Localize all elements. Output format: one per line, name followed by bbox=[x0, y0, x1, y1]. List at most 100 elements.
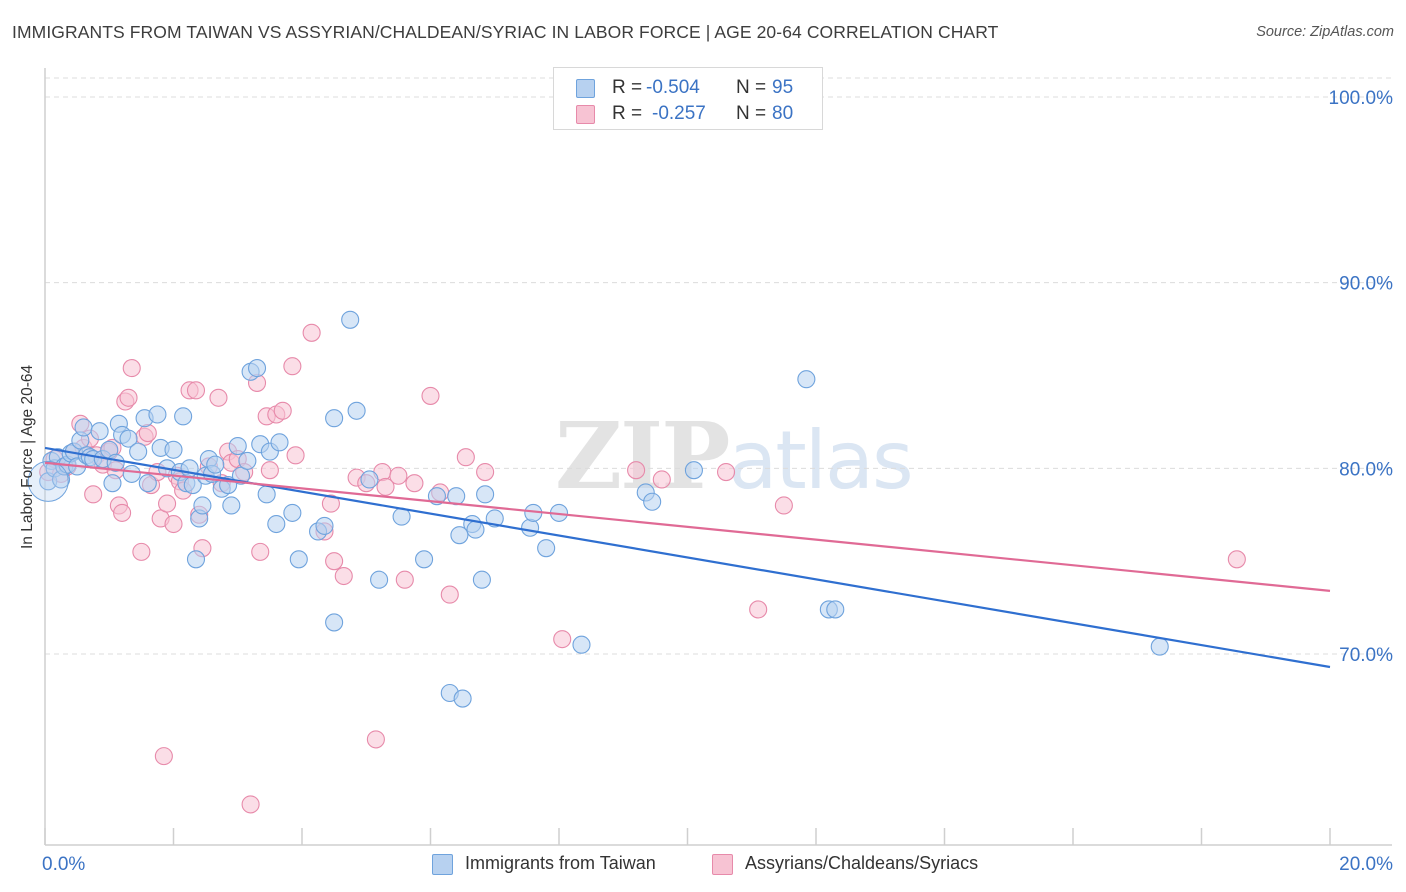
point-taiwan bbox=[148, 405, 167, 424]
point-taiwan bbox=[572, 635, 591, 654]
point-taiwan bbox=[289, 550, 308, 569]
point-assyrian bbox=[119, 388, 138, 407]
point-taiwan bbox=[122, 464, 141, 483]
point-assyrian bbox=[376, 477, 395, 496]
point-assyrian bbox=[241, 795, 260, 814]
legend-label-assyrian: Assyrians/Chaldeans/Syriacs bbox=[745, 853, 979, 873]
point-assyrian bbox=[286, 446, 305, 465]
point-assyrian bbox=[84, 485, 103, 504]
point-assyrian bbox=[283, 357, 302, 376]
point-assyrian bbox=[405, 474, 424, 493]
series-taiwan-points bbox=[27, 310, 1169, 708]
point-assyrian bbox=[553, 630, 572, 649]
trend-line-taiwan bbox=[44, 446, 1331, 669]
point-assyrian bbox=[421, 386, 440, 405]
point-taiwan bbox=[341, 310, 360, 329]
point-taiwan bbox=[238, 451, 257, 470]
point-assyrian bbox=[456, 448, 475, 467]
y-tick-label: 100.0% bbox=[1329, 88, 1394, 109]
point-taiwan bbox=[325, 613, 344, 632]
point-taiwan bbox=[270, 433, 289, 452]
point-taiwan bbox=[643, 492, 662, 511]
point-taiwan bbox=[485, 509, 504, 528]
point-taiwan bbox=[257, 485, 276, 504]
point-taiwan bbox=[797, 370, 816, 389]
point-assyrian bbox=[164, 514, 183, 534]
point-assyrian bbox=[389, 466, 408, 485]
point-assyrian bbox=[366, 730, 385, 749]
point-assyrian bbox=[260, 461, 279, 480]
point-taiwan bbox=[684, 461, 703, 480]
point-assyrian bbox=[652, 470, 671, 489]
legend-r-value-taiwan: -0.504 bbox=[646, 77, 700, 98]
point-taiwan bbox=[415, 550, 434, 569]
point-assyrian bbox=[440, 585, 459, 604]
point-assyrian bbox=[186, 381, 206, 400]
point-assyrian bbox=[627, 461, 646, 480]
point-taiwan bbox=[193, 496, 212, 515]
point-taiwan bbox=[228, 437, 247, 456]
legend-swatch-taiwan bbox=[576, 79, 595, 98]
point-taiwan bbox=[521, 518, 540, 537]
trend-lines bbox=[44, 446, 1331, 669]
legend-r-value-assyrian: -0.257 bbox=[652, 103, 706, 124]
point-assyrian bbox=[154, 747, 173, 766]
trend-line-assyrian bbox=[44, 461, 1331, 592]
point-taiwan bbox=[360, 470, 379, 489]
point-assyrian bbox=[325, 552, 344, 571]
point-assyrian bbox=[132, 542, 151, 561]
point-taiwan bbox=[450, 526, 469, 545]
y-tick-label: 90.0% bbox=[1339, 274, 1393, 295]
legend-r-label: R = bbox=[612, 103, 643, 124]
point-taiwan bbox=[206, 455, 225, 474]
point-taiwan bbox=[186, 550, 206, 569]
point-taiwan bbox=[247, 359, 267, 378]
point-taiwan bbox=[138, 474, 157, 493]
legend-label-taiwan: Immigrants from Taiwan bbox=[465, 853, 656, 873]
y-axis-label-wrap: In Labor Force | Age 20-64 bbox=[8, 365, 48, 549]
tick-labels: 70.0% 80.0% 90.0% 100.0% 0.0% 20.0% bbox=[42, 88, 1393, 875]
point-assyrian bbox=[749, 600, 768, 619]
x-tick-label: 0.0% bbox=[42, 854, 85, 875]
legend-n-value-assyrian: 80 bbox=[772, 103, 794, 124]
point-taiwan bbox=[74, 418, 93, 437]
point-taiwan bbox=[164, 440, 183, 459]
point-assyrian bbox=[273, 401, 292, 420]
point-assyrian bbox=[113, 503, 132, 522]
point-taiwan bbox=[315, 516, 334, 535]
point-taiwan bbox=[1150, 637, 1169, 656]
point-taiwan bbox=[826, 600, 845, 619]
y-axis-label: In Labor Force | Age 20-64 bbox=[19, 364, 36, 549]
point-assyrian bbox=[774, 496, 793, 515]
point-taiwan bbox=[119, 429, 138, 448]
point-taiwan bbox=[537, 539, 556, 558]
point-assyrian bbox=[158, 494, 177, 513]
source-label: Source: ZipAtlas.com bbox=[1256, 24, 1394, 40]
series-assyrian-points bbox=[39, 323, 1246, 814]
point-taiwan-large bbox=[27, 460, 69, 502]
point-taiwan bbox=[370, 570, 389, 589]
x-tick-label: 20.0% bbox=[1339, 854, 1393, 875]
point-assyrian bbox=[122, 359, 141, 378]
watermark-atlas: atlas bbox=[728, 414, 913, 507]
point-taiwan bbox=[347, 401, 366, 420]
point-taiwan bbox=[129, 442, 148, 461]
point-assyrian bbox=[209, 388, 228, 407]
legend-swatch-assyrian bbox=[576, 105, 595, 124]
point-taiwan bbox=[103, 474, 122, 493]
point-taiwan bbox=[476, 485, 495, 504]
legend-n-label: N = bbox=[736, 103, 767, 124]
point-assyrian bbox=[1227, 550, 1246, 569]
chart-title: IMMIGRANTS FROM TAIWAN VS ASSYRIAN/CHALD… bbox=[12, 22, 999, 42]
legend-n-value-taiwan: 95 bbox=[772, 77, 794, 98]
point-taiwan bbox=[472, 570, 491, 589]
legend-n-label: N = bbox=[736, 77, 767, 98]
point-assyrian bbox=[716, 462, 736, 482]
y-tick-label: 80.0% bbox=[1339, 459, 1393, 480]
point-taiwan bbox=[325, 409, 344, 428]
point-taiwan bbox=[453, 689, 472, 708]
y-tick-label: 70.0% bbox=[1339, 645, 1393, 666]
point-assyrian bbox=[395, 570, 414, 589]
legend-r-label: R = bbox=[612, 77, 643, 98]
